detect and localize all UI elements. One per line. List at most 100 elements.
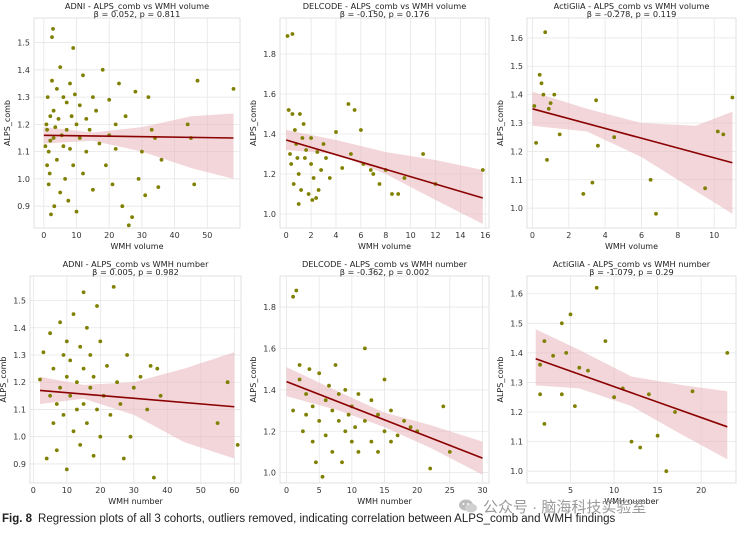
y-tick-label: 1.4	[17, 66, 30, 75]
confidence-band	[43, 113, 234, 179]
data-point	[78, 344, 83, 349]
data-point	[715, 129, 720, 134]
watermark: 公众号 · 脑海科技实验室	[458, 496, 646, 516]
y-tick-label: 1.4	[13, 324, 26, 333]
data-point	[88, 385, 93, 390]
data-point	[612, 135, 617, 140]
data-point	[63, 177, 67, 181]
regression-line	[285, 139, 484, 199]
data-point	[297, 363, 302, 367]
y-tick-label: 1.1	[510, 438, 523, 447]
data-point	[721, 132, 726, 137]
data-point	[629, 439, 634, 444]
data-point	[105, 364, 109, 368]
data-point	[71, 46, 76, 50]
data-point	[88, 353, 93, 357]
data-point	[317, 371, 322, 376]
chart-title: DELCODE - ALPS_comb vs WMH volume	[303, 1, 466, 11]
data-point	[557, 132, 562, 137]
data-point	[61, 413, 66, 417]
confidence-band	[286, 130, 483, 224]
data-point	[41, 350, 46, 355]
x-tick-label: 5	[317, 486, 322, 495]
data-point	[138, 374, 143, 379]
data-point	[128, 434, 133, 439]
data-point	[108, 413, 113, 417]
data-point	[50, 35, 54, 39]
x-tick-label: 10	[62, 486, 72, 495]
data-point	[317, 419, 322, 423]
data-point	[548, 101, 553, 105]
data-point	[336, 392, 341, 396]
data-point	[51, 421, 56, 425]
data-point	[314, 196, 318, 200]
x-tick-label: 15	[653, 486, 663, 495]
data-point	[54, 448, 59, 453]
data-point	[64, 127, 69, 132]
y-tick-label: 0.9	[13, 460, 26, 469]
data-point	[382, 429, 387, 434]
x-tick-label: 10	[609, 486, 619, 495]
data-point	[51, 108, 56, 113]
data-point	[225, 380, 230, 385]
data-point	[136, 177, 141, 181]
data-point	[126, 223, 131, 228]
data-point	[573, 404, 577, 408]
data-point	[115, 380, 119, 385]
wechat-icon	[459, 499, 477, 513]
chart-title: ActiGliA - ALPS_comb vs WMH number	[553, 259, 711, 269]
data-point	[552, 92, 557, 97]
data-point	[55, 157, 59, 162]
chart-title: DELCODE - ALPS_comb vs WMH number	[302, 259, 468, 269]
data-point	[74, 122, 79, 127]
data-point	[140, 149, 144, 154]
x-tick-label: 10	[406, 231, 416, 240]
data-point	[145, 407, 150, 412]
data-point	[603, 339, 608, 343]
x-axis-label: WMH volume	[605, 242, 658, 251]
data-point	[87, 127, 92, 132]
data-point	[319, 168, 323, 172]
data-point	[389, 439, 393, 444]
data-point	[84, 149, 89, 154]
figure-label: Fig. 8	[2, 513, 33, 525]
data-point	[594, 98, 598, 103]
data-point	[690, 389, 695, 394]
data-point	[91, 187, 95, 192]
data-point	[71, 429, 76, 434]
data-point	[343, 429, 348, 434]
x-tick-label: 0	[284, 486, 289, 495]
x-tick-label: 16	[480, 231, 490, 240]
chart-subtitle: β = -0.150, p = 0.176	[340, 9, 430, 19]
data-point	[286, 108, 291, 112]
x-tick-label: 20	[104, 231, 114, 240]
data-point	[98, 434, 103, 439]
data-point	[47, 171, 52, 176]
data-point	[382, 377, 387, 382]
x-tick-label: 30	[129, 486, 139, 495]
y-tick-label: 1.2	[17, 120, 30, 129]
y-tick-label: 1.3	[17, 93, 30, 102]
data-point	[64, 467, 69, 472]
data-point	[98, 339, 103, 344]
x-tick-label: 4	[603, 231, 608, 240]
confidence-band	[40, 352, 235, 459]
data-point	[309, 136, 313, 140]
data-point	[291, 182, 296, 186]
data-point	[77, 103, 82, 108]
y-tick-label: 1.0	[263, 469, 276, 478]
data-point	[131, 385, 136, 390]
x-tick-label: 60	[229, 486, 239, 495]
data-point	[310, 404, 315, 409]
data-point	[50, 78, 54, 83]
data-point	[69, 114, 74, 119]
y-tick-label: 1.5	[510, 62, 523, 71]
data-point	[296, 202, 301, 206]
data-point	[215, 421, 220, 425]
data-point	[356, 450, 361, 454]
x-tick-label: 0	[31, 486, 36, 495]
chart-title: ActiGliA - ALPS_comb vs WMH volume	[554, 1, 710, 11]
data-point	[58, 385, 62, 390]
data-point	[336, 419, 341, 423]
data-point	[81, 402, 86, 406]
